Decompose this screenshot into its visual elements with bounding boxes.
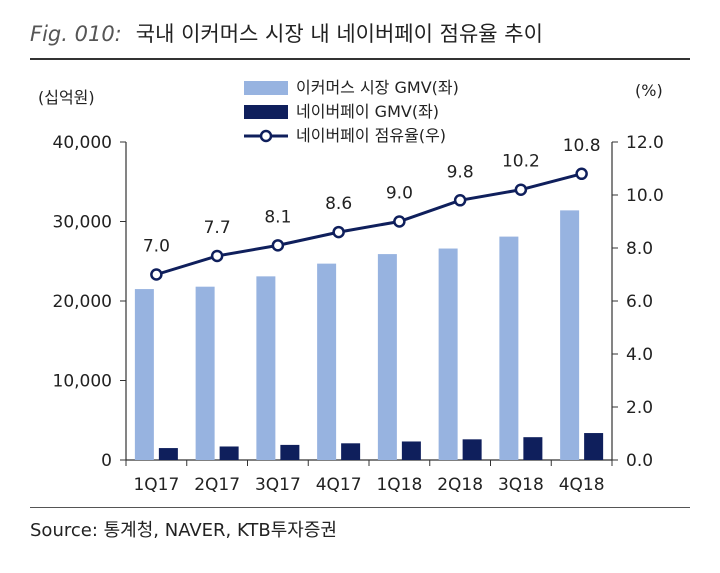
share-data-label: 8.1 xyxy=(264,207,291,227)
x-tick-label: 4Q17 xyxy=(316,475,362,495)
share-data-label: 10.2 xyxy=(502,152,540,172)
legend-label-naverpay: 네이버페이 GMV(좌) xyxy=(296,102,439,121)
right-tick-label: 10.0 xyxy=(626,186,664,206)
bar-naverpay-gmv xyxy=(584,433,604,460)
share-data-label: 9.8 xyxy=(447,162,474,182)
right-tick-label: 12.0 xyxy=(626,133,664,153)
figure-title: 국내 이커머스 시장 내 네이버페이 점유율 추이 xyxy=(135,22,543,46)
bar-naverpay-gmv xyxy=(158,448,178,460)
right-axis-unit: (%) xyxy=(635,81,663,100)
legend-swatch-naverpay xyxy=(244,105,288,119)
bar-naverpay-gmv xyxy=(523,437,543,460)
x-tick-label: 1Q17 xyxy=(133,475,179,495)
share-point xyxy=(210,249,224,263)
right-tick-label: 4.0 xyxy=(626,345,653,365)
right-tick-label: 0.0 xyxy=(626,451,653,471)
share-data-label: 10.8 xyxy=(563,136,601,156)
bar-ecommerce-gmv xyxy=(438,248,458,460)
share-point xyxy=(393,215,406,228)
share-data-label: 7.7 xyxy=(204,218,231,238)
x-tick-label: 2Q17 xyxy=(194,475,240,495)
right-tick-label: 8.0 xyxy=(626,239,653,259)
legend-label-ecommerce: 이커머스 시장 GMV(좌) xyxy=(296,78,459,97)
figure-label: Fig. 010: xyxy=(30,22,122,46)
header-rule xyxy=(30,58,690,60)
share-data-label: 8.6 xyxy=(325,194,352,214)
share-point xyxy=(514,183,528,196)
left-tick-label: 30,000 xyxy=(53,213,112,233)
left-tick-label: 20,000 xyxy=(53,292,112,312)
share-data-label: 7.0 xyxy=(143,237,170,257)
bar-ecommerce-gmv xyxy=(195,286,215,460)
left-tick-label: 40,000 xyxy=(53,133,112,153)
bar-ecommerce-gmv xyxy=(317,263,337,460)
left-axis-unit: (십억원) xyxy=(38,88,95,107)
legend-label-share: 네이버페이 점유율(우) xyxy=(296,126,446,145)
left-tick-label: 10,000 xyxy=(53,372,112,392)
x-tick-label: 3Q17 xyxy=(255,475,301,495)
share-line xyxy=(155,172,583,276)
left-tick-label: 0 xyxy=(101,451,112,471)
footer-rule xyxy=(30,507,690,508)
share-point xyxy=(150,268,163,281)
legend-marker-share xyxy=(259,129,273,143)
bar-ecommerce-gmv xyxy=(134,289,154,460)
bar-naverpay-gmv xyxy=(401,441,421,460)
bar-ecommerce-gmv xyxy=(560,210,580,460)
right-tick-label: 2.0 xyxy=(626,398,653,418)
bar-naverpay-gmv xyxy=(219,446,239,460)
legend-swatch-ecommerce xyxy=(244,81,288,95)
share-point xyxy=(271,239,285,252)
x-tick-label: 3Q18 xyxy=(498,475,544,495)
bar-naverpay-gmv xyxy=(280,444,300,460)
x-tick-label: 4Q18 xyxy=(559,475,605,495)
x-tick-label: 1Q18 xyxy=(376,475,422,495)
bar-naverpay-gmv xyxy=(462,439,482,460)
x-tick-label: 2Q18 xyxy=(437,475,483,495)
bar-ecommerce-gmv xyxy=(256,276,276,460)
share-data-label: 9.0 xyxy=(386,184,413,204)
figure-header: Fig. 010: 국내 이커머스 시장 내 네이버페이 점유율 추이 xyxy=(30,18,543,52)
bar-ecommerce-gmv xyxy=(377,254,397,460)
share-point xyxy=(332,225,345,239)
share-point xyxy=(575,167,588,181)
source-note: Source: 통계청, NAVER, KTB투자증권 xyxy=(30,520,337,541)
share-point xyxy=(453,194,467,207)
bar-ecommerce-gmv xyxy=(499,236,519,460)
right-tick-label: 6.0 xyxy=(626,292,653,312)
bar-naverpay-gmv xyxy=(341,443,361,460)
